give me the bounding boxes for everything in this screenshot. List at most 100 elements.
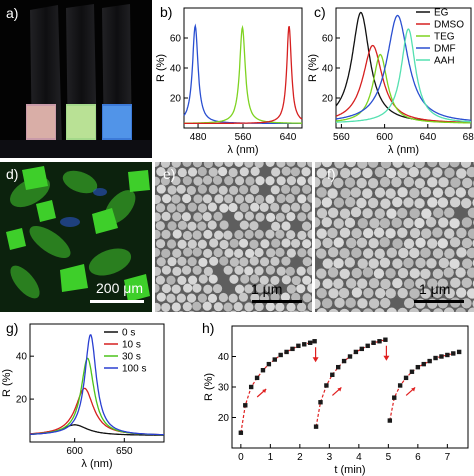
sphere xyxy=(270,202,280,212)
sphere xyxy=(374,308,385,312)
data-point-0-13 xyxy=(312,339,317,344)
data-point-2-7 xyxy=(427,358,432,364)
sphere xyxy=(321,162,333,168)
sphere xyxy=(461,277,473,288)
sphere xyxy=(409,227,421,239)
sphere xyxy=(432,287,443,299)
sphere xyxy=(438,217,449,228)
sphere xyxy=(385,288,396,299)
sphere xyxy=(306,265,312,276)
sphere xyxy=(357,162,368,169)
sphere xyxy=(397,267,409,279)
sphere xyxy=(462,258,473,269)
sphere xyxy=(177,239,187,249)
sphere xyxy=(265,265,276,275)
sphere xyxy=(223,302,233,312)
sphere xyxy=(356,237,368,248)
sphere xyxy=(176,293,186,303)
sphere xyxy=(209,256,219,266)
sem-image-e: e) 1 μm xyxy=(155,162,312,312)
sphere xyxy=(386,208,397,219)
sphere xyxy=(197,184,207,194)
sphere xyxy=(328,308,339,312)
sphere xyxy=(181,265,192,275)
sphere xyxy=(207,202,218,212)
sphere xyxy=(197,203,208,213)
data-point-0-5 xyxy=(266,361,272,367)
sphere xyxy=(223,265,233,275)
sphere xyxy=(290,238,301,249)
sphere xyxy=(420,288,431,299)
sphere xyxy=(271,238,281,248)
sphere xyxy=(160,176,171,186)
sphere xyxy=(392,238,403,249)
sphere xyxy=(166,203,177,213)
sphere xyxy=(265,194,275,204)
sphere xyxy=(259,202,269,212)
sphere xyxy=(339,208,351,219)
sphere xyxy=(397,307,408,312)
sphere xyxy=(333,197,345,208)
sphere xyxy=(397,167,408,179)
sphere xyxy=(183,247,193,257)
sphere xyxy=(186,185,197,196)
sphere xyxy=(292,310,300,312)
sphere xyxy=(307,193,312,203)
sphere xyxy=(461,237,473,249)
sphere xyxy=(214,162,224,167)
sphere xyxy=(455,307,466,312)
sphere xyxy=(183,283,193,293)
sphere xyxy=(239,202,249,213)
sphere xyxy=(438,162,450,169)
sphere xyxy=(316,308,327,312)
sphere xyxy=(427,278,438,289)
sphere xyxy=(374,208,385,219)
sphere xyxy=(290,202,301,212)
sphere xyxy=(238,238,249,248)
sphere xyxy=(374,166,386,178)
data-point-2-0 xyxy=(387,418,393,423)
sphere xyxy=(316,288,327,299)
data-point-0-4 xyxy=(260,368,266,373)
sphere xyxy=(224,176,234,186)
sphere xyxy=(265,176,275,186)
sphere xyxy=(456,227,467,239)
sphere xyxy=(212,175,223,185)
sphere xyxy=(356,177,367,189)
sphere xyxy=(368,258,379,269)
sphere xyxy=(316,168,328,179)
legend-label-c-3: DMF xyxy=(434,44,456,55)
data-point-2-11 xyxy=(451,351,456,356)
sphere xyxy=(380,297,391,309)
sphere xyxy=(244,193,255,204)
legend-label-g-3: 100 s xyxy=(122,364,146,375)
sphere xyxy=(188,275,198,285)
sphere xyxy=(302,275,312,285)
scale-label-f: 1 μm xyxy=(419,281,451,297)
sphere xyxy=(260,239,270,249)
data-point-0-12 xyxy=(307,340,313,345)
sem-texture-e xyxy=(155,162,312,312)
sphere xyxy=(155,239,166,249)
data-point-1-9 xyxy=(365,343,370,349)
sphere xyxy=(244,229,254,239)
sphere xyxy=(172,229,182,239)
sphere xyxy=(426,258,437,269)
sphere xyxy=(386,247,397,258)
sphere xyxy=(171,302,181,312)
sphere xyxy=(254,266,264,276)
data-point-1-11 xyxy=(377,339,382,344)
x-tick-label-h-7: 7 xyxy=(445,452,451,463)
sphere xyxy=(427,177,438,188)
sphere xyxy=(249,274,260,284)
data-point-0-7 xyxy=(278,352,283,358)
sphere xyxy=(301,221,312,231)
fluorescence-texture xyxy=(0,162,152,312)
x-tick-label-b-1: 560 xyxy=(235,132,252,143)
sphere xyxy=(357,278,368,289)
sphere xyxy=(433,308,444,312)
sphere xyxy=(374,288,386,299)
sphere xyxy=(415,237,426,248)
data-point-0-2 xyxy=(248,384,254,390)
sphere xyxy=(385,268,396,279)
